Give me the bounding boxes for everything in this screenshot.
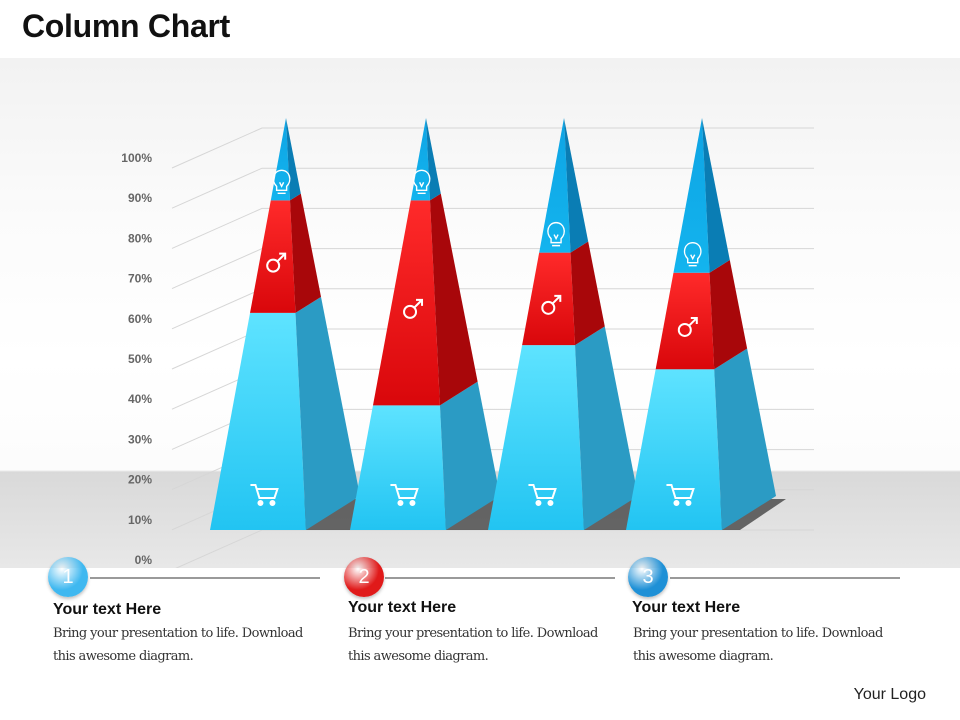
bar-segment: [626, 369, 722, 530]
bar-segment: [250, 200, 296, 313]
step-1-badge: 1: [48, 557, 88, 597]
bar-segment-side: [709, 259, 748, 370]
y-tick-label: 90%: [128, 191, 152, 205]
bar-segment: [673, 118, 710, 273]
step-2-badge: 2: [344, 557, 384, 597]
y-tick-label: 20%: [128, 473, 152, 487]
bar-segment: [210, 312, 306, 530]
shopping-cart-icon: [390, 484, 419, 506]
y-tick-label: 70%: [128, 272, 152, 286]
bar-segment: [372, 200, 440, 406]
step-3-badge: 3: [628, 557, 668, 597]
pyramid-bar: [626, 118, 776, 530]
bar-segment: [522, 252, 576, 346]
step-2-heading: Your text Here: [348, 599, 457, 616]
lightbulb-icon: [412, 169, 431, 195]
step-1-number: 1: [62, 565, 74, 588]
pyramid-bar: [210, 118, 360, 530]
y-tick-label: 80%: [128, 231, 152, 245]
slide-title: Column Chart: [22, 8, 230, 44]
bar-segment: [410, 118, 430, 201]
grid-line: [171, 127, 814, 169]
shopping-cart-icon: [528, 484, 557, 506]
y-tick-label: 10%: [128, 513, 152, 527]
y-tick-label: 0%: [135, 553, 153, 567]
y-tick-label: 100%: [121, 151, 152, 165]
shopping-cart-icon: [250, 484, 279, 506]
bar-segment-side: [702, 118, 730, 273]
male-symbol-icon: [266, 252, 287, 273]
step-3-text: Bring your presentation to life. Downloa…: [633, 626, 883, 664]
step-2-rule: [385, 577, 615, 579]
step-3-number: 3: [642, 565, 654, 588]
bar-segment-side: [575, 326, 638, 530]
column-chart: 0% 10% 20% 30% 40% 50% 60% 70% 80% 90% 100%: [121, 118, 814, 568]
step-1-rule: [90, 577, 320, 579]
grid-line: [171, 167, 814, 209]
bar-segment: [270, 118, 290, 201]
male-symbol-icon: [677, 316, 698, 337]
bar-segment-side: [289, 193, 322, 313]
grid-line: [175, 529, 814, 568]
pyramid-bar: [350, 118, 500, 530]
lightbulb-icon: [272, 169, 291, 195]
bar-segment: [350, 405, 446, 530]
bar-segment: [539, 118, 571, 253]
bar-segment-side: [570, 241, 605, 346]
bar-segment-side: [429, 193, 478, 406]
step-1-heading: Your text Here: [53, 601, 162, 618]
step-3-rule: [670, 577, 900, 579]
pyramid-bars: [210, 118, 786, 530]
bar-segment-side: [564, 118, 589, 253]
logo-placeholder: Your Logo: [853, 686, 926, 703]
step-1-text: Bring your presentation to life. Downloa…: [53, 626, 303, 664]
male-symbol-icon: [541, 294, 562, 315]
bar-segment-side: [439, 381, 500, 530]
y-tick-label: 50%: [128, 352, 152, 366]
bar-segment: [488, 345, 584, 530]
bar-segment-side: [714, 348, 776, 530]
bar-segment: [655, 272, 715, 370]
step-2-text: Bring your presentation to life. Downloa…: [348, 626, 598, 664]
bar-segment-side: [295, 296, 360, 530]
shopping-cart-icon: [666, 484, 695, 506]
step-2-number: 2: [358, 565, 370, 588]
y-tick-label: 30%: [128, 432, 152, 446]
lightbulb-icon: [683, 242, 702, 267]
step-3-heading: Your text Here: [632, 599, 741, 616]
lightbulb-icon: [547, 221, 565, 247]
male-symbol-icon: [403, 298, 424, 319]
pyramid-bar: [488, 118, 638, 530]
grid-line: [171, 207, 814, 249]
y-tick-label: 60%: [128, 312, 152, 326]
chart-area: 0% 10% 20% 30% 40% 50% 60% 70% 80% 90% 100%: [0, 58, 960, 568]
y-axis-ticks: 0% 10% 20% 30% 40% 50% 60% 70% 80% 90% 100%: [121, 151, 152, 567]
y-tick-label: 40%: [128, 392, 152, 406]
